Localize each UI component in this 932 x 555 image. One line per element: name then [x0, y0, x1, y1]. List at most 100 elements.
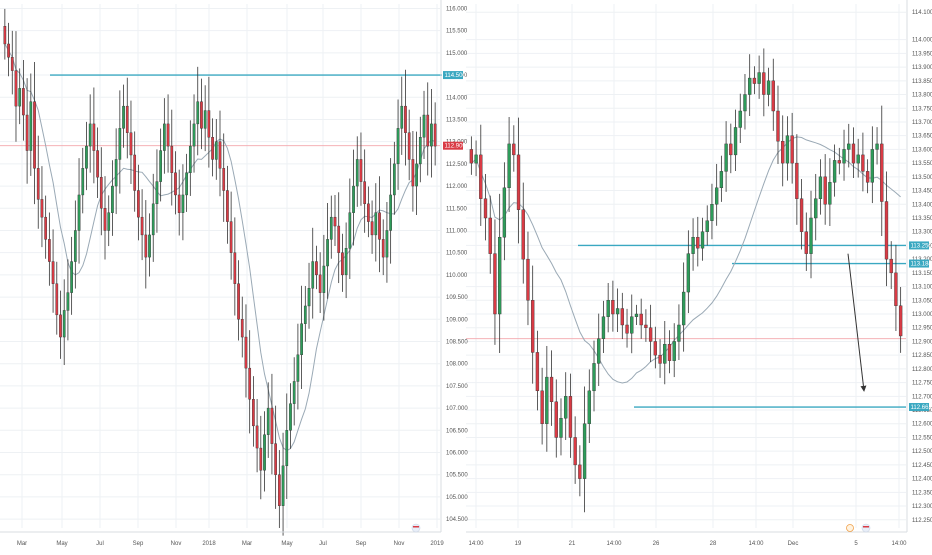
- candle-body: [271, 408, 273, 444]
- candle-body: [715, 188, 718, 204]
- candle-body: [300, 324, 302, 355]
- candle-body: [19, 88, 21, 106]
- candle-body: [430, 124, 432, 146]
- candle-body: [371, 222, 373, 235]
- candle-body: [578, 465, 581, 479]
- candle-body: [503, 188, 506, 237]
- candle-body: [588, 391, 591, 424]
- candle-body: [885, 202, 888, 260]
- x-tick-label: May: [56, 541, 67, 547]
- candle-body: [696, 237, 699, 248]
- y-tick-label: 113.100: [912, 285, 932, 291]
- candle-body: [156, 182, 158, 204]
- candle-body: [96, 151, 98, 178]
- candle-body: [256, 426, 258, 448]
- candle-body: [861, 155, 864, 171]
- candle-body: [122, 106, 124, 128]
- candle-body: [230, 222, 232, 253]
- candle-body: [611, 300, 614, 314]
- candle-body: [349, 213, 351, 249]
- candle-body: [70, 262, 72, 293]
- candle-body: [263, 435, 265, 471]
- y-tick-label: 111.000: [446, 228, 467, 234]
- candle-body: [720, 171, 723, 187]
- x-tick-label: Mar: [17, 541, 27, 547]
- candle-body: [545, 377, 548, 424]
- candle-body: [843, 149, 846, 163]
- y-tick-label: 108.500: [446, 339, 468, 345]
- y-tick-label: 113.750: [912, 106, 932, 112]
- candle-body: [522, 210, 525, 259]
- candle-body: [219, 142, 221, 169]
- y-tick-label: 112.800: [912, 367, 932, 373]
- candle-body: [308, 288, 310, 306]
- candle-body: [185, 173, 187, 195]
- candle-body: [427, 115, 429, 146]
- candle-body: [119, 128, 121, 159]
- candle-body: [260, 448, 262, 470]
- x-tick-label: Jul: [96, 541, 104, 547]
- candle-body: [401, 106, 403, 128]
- y-tick-label: 113.000: [912, 312, 932, 318]
- y-tick-label: 112.350: [912, 490, 932, 496]
- candle-body: [541, 391, 544, 424]
- x-tick-label: 21: [569, 541, 576, 547]
- candle-body: [378, 213, 380, 240]
- candle-body: [330, 217, 332, 239]
- candle-body: [744, 95, 747, 111]
- candle-body: [37, 168, 39, 199]
- candle-body: [171, 146, 173, 173]
- candle-body: [334, 217, 336, 226]
- candle-body: [640, 314, 643, 325]
- x-tick-label: 14:00: [606, 541, 622, 547]
- candle-body: [282, 466, 284, 506]
- y-tick-label: 114.000: [446, 95, 468, 101]
- candle-body: [278, 475, 280, 506]
- candle-body: [67, 293, 69, 311]
- x-tick-label: 14:00: [468, 541, 484, 547]
- y-tick-label: 113.050: [912, 298, 932, 304]
- y-tick-label: 113.550: [912, 161, 932, 167]
- candle-body: [748, 78, 751, 94]
- candle-body: [484, 199, 487, 218]
- y-tick-label: 109.000: [446, 317, 468, 323]
- candle-body: [527, 259, 530, 300]
- candle-body: [200, 102, 202, 129]
- candle-body: [274, 444, 276, 475]
- candle-body: [663, 344, 666, 363]
- candle-body: [85, 146, 87, 168]
- candle-body: [621, 309, 624, 325]
- candle-body: [33, 102, 35, 169]
- y-tick-label: 112.400: [912, 477, 932, 483]
- candle-body: [289, 404, 291, 431]
- y-tick-label: 113.850: [912, 79, 932, 85]
- y-tick-label: 113.650: [912, 134, 932, 140]
- candle-body: [386, 230, 388, 257]
- candle-body: [293, 381, 295, 403]
- candle-body: [134, 155, 136, 191]
- candle-body: [375, 213, 377, 235]
- candle-body: [159, 151, 161, 182]
- y-tick-label: 114.000: [912, 38, 932, 44]
- candle-body: [404, 106, 406, 133]
- candle-body: [890, 259, 893, 273]
- candle-body: [739, 111, 742, 127]
- candle-body: [241, 319, 243, 337]
- candle-body: [252, 399, 254, 426]
- y-tick-label: 113.400: [912, 202, 932, 208]
- candle-body: [4, 26, 6, 44]
- candle-body: [767, 81, 770, 95]
- candle-body: [838, 160, 841, 163]
- candle-body: [682, 292, 685, 325]
- candle-body: [781, 141, 784, 163]
- candle-body: [616, 309, 619, 314]
- candle-body: [725, 144, 728, 171]
- candle-body: [89, 124, 91, 146]
- y-tick-label: 108.000: [446, 362, 468, 368]
- candle-body: [753, 78, 756, 83]
- candle-body: [880, 144, 883, 202]
- target-level-tag-label: 112.661: [911, 405, 932, 411]
- y-tick-label: 107.500: [446, 384, 468, 390]
